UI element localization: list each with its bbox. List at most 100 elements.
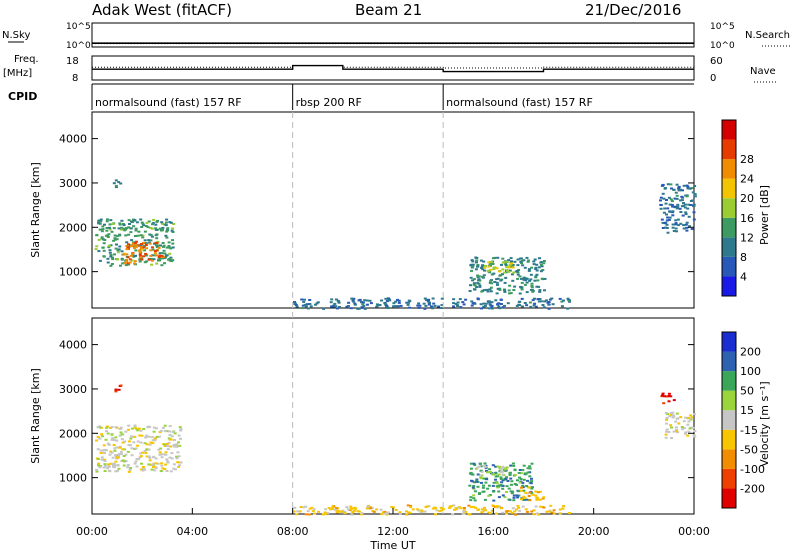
noise-frame xyxy=(91,22,695,48)
power-cell xyxy=(482,260,486,263)
velocity-cell xyxy=(499,476,503,479)
velocity-cell xyxy=(494,465,498,468)
velocity-cell xyxy=(381,511,385,514)
power-cell xyxy=(123,229,127,232)
power-cell xyxy=(426,300,430,302)
velocity-cell xyxy=(391,506,395,509)
power-cell xyxy=(537,266,541,269)
velocity-cell xyxy=(509,483,513,486)
power-cell xyxy=(151,254,155,257)
power-cell xyxy=(487,261,491,264)
velocity-cell xyxy=(143,450,147,452)
power-cell xyxy=(531,299,535,302)
power-cell xyxy=(157,258,161,261)
velocity-cell xyxy=(120,438,124,441)
power-cell xyxy=(541,304,545,306)
power-cell xyxy=(507,270,511,273)
power-cell xyxy=(142,255,146,258)
power-cell xyxy=(309,305,313,308)
power-cell xyxy=(530,282,534,285)
power-cell xyxy=(361,301,365,304)
power-cell xyxy=(503,304,506,307)
power-cell xyxy=(125,260,129,263)
power-cell xyxy=(542,260,546,262)
power-cell xyxy=(522,276,526,279)
velocity-cell xyxy=(304,505,308,508)
velocity-cell xyxy=(172,443,176,446)
velocity-cell xyxy=(175,443,179,446)
velocity-cell xyxy=(409,506,413,509)
power-cell xyxy=(504,264,508,267)
velocity-cell xyxy=(168,425,172,428)
velocity-cell xyxy=(663,395,666,398)
velocity-cell xyxy=(335,511,339,514)
power-cell xyxy=(478,279,482,282)
velocity-cell xyxy=(165,470,169,472)
power-cell xyxy=(479,303,483,306)
velocity-cell xyxy=(692,434,696,437)
power-cell xyxy=(101,246,105,249)
power-cell xyxy=(423,297,427,300)
power-cell xyxy=(685,195,689,198)
power-cbar-tick: 24 xyxy=(740,173,754,186)
velocity-cell xyxy=(164,453,168,456)
velocity-cell xyxy=(104,438,108,441)
power-cell xyxy=(107,244,111,247)
power-cell xyxy=(527,268,531,271)
power-cell xyxy=(112,239,116,242)
power-cell xyxy=(480,275,484,278)
power-cell xyxy=(529,288,533,291)
power-cell xyxy=(668,203,672,206)
power-cell xyxy=(537,285,541,288)
velocity-cell xyxy=(667,431,671,433)
power-cell xyxy=(106,257,110,260)
velocity-cell xyxy=(97,462,101,465)
power-cell xyxy=(473,302,477,305)
power-cell xyxy=(431,297,435,300)
power-cell xyxy=(663,222,667,225)
power-cell xyxy=(682,224,686,227)
power-cell xyxy=(497,305,501,308)
power-cell xyxy=(154,241,158,244)
velocity-cell xyxy=(451,513,455,516)
power-cell xyxy=(352,297,356,300)
power-cell xyxy=(133,255,137,257)
power-cell xyxy=(337,301,341,304)
power-cell xyxy=(163,252,167,255)
power-cell xyxy=(505,271,509,274)
velocity-cell xyxy=(304,513,308,516)
velocity-cell xyxy=(492,490,496,493)
power-cell xyxy=(490,301,494,304)
power-cell xyxy=(468,290,472,292)
power-cell xyxy=(532,304,536,307)
velocity-cell xyxy=(471,480,475,483)
power-cell xyxy=(322,307,326,310)
power-cell xyxy=(670,203,674,206)
velocity-cell xyxy=(119,384,123,387)
power-cell xyxy=(143,245,147,248)
freq-bottom-tick: 8 xyxy=(72,73,78,84)
velocity-cell xyxy=(510,492,514,495)
velocity-cell xyxy=(345,506,349,509)
power-cell xyxy=(669,183,673,186)
power-cell xyxy=(488,288,492,291)
power-cell xyxy=(378,304,382,306)
velocity-cell xyxy=(118,428,122,430)
power-cell xyxy=(660,218,664,221)
power-cell xyxy=(407,299,411,302)
velocity-cell xyxy=(675,429,678,431)
velocity-cell xyxy=(424,506,428,508)
velocity-cell xyxy=(102,466,106,469)
velocity-cell xyxy=(495,482,499,485)
velocity-cell xyxy=(124,453,128,456)
power-cell xyxy=(396,305,400,308)
velocity-cell xyxy=(116,469,119,472)
velocity-cell xyxy=(133,462,137,465)
power-cell xyxy=(406,303,410,306)
velocity-cell xyxy=(526,467,530,470)
velocity-cell xyxy=(439,506,443,509)
power-cell xyxy=(117,227,121,230)
velocity-cbar-swatch xyxy=(722,468,736,489)
velocity-cell xyxy=(130,454,134,457)
velocity-cell xyxy=(97,464,100,467)
